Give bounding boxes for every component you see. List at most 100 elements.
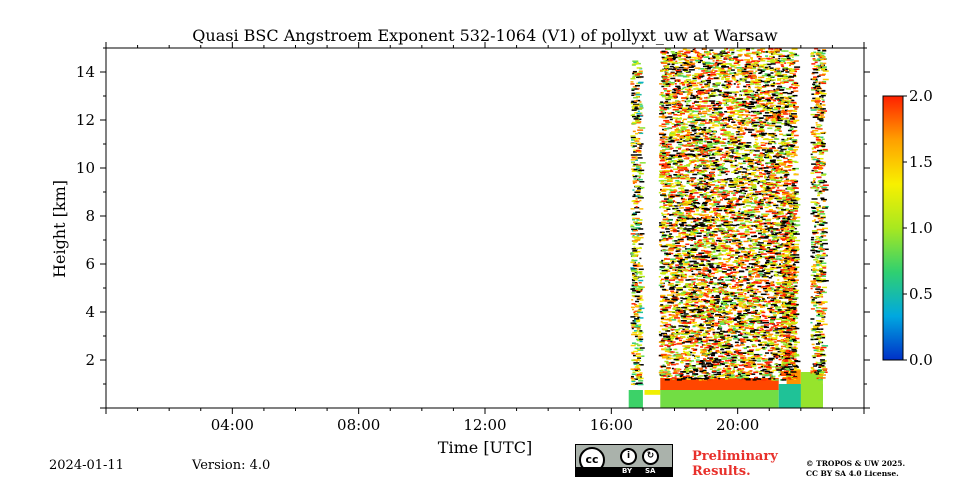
heatmap-pixel	[787, 359, 792, 361]
heatmap-pixel	[665, 66, 670, 69]
heatmap-pixel	[776, 50, 781, 52]
heatmap-pixel	[781, 50, 786, 52]
heatmap-pixel	[729, 375, 734, 378]
heatmap-pixel	[779, 145, 783, 148]
heatmap-pixel	[679, 374, 684, 376]
heatmap-pixel	[734, 344, 740, 347]
heatmap-pixel	[718, 277, 722, 280]
heatmap-pixel	[758, 266, 764, 269]
heatmap-pixel	[706, 108, 710, 111]
heatmap-pixel	[718, 111, 723, 114]
heatmap-pixel	[660, 61, 666, 63]
heatmap-pixel	[751, 64, 756, 66]
heatmap-pixel	[672, 56, 677, 58]
heatmap-pixel	[792, 168, 796, 170]
heatmap-pixel	[702, 274, 708, 277]
heatmap-pixel	[791, 132, 795, 134]
heatmap-pixel	[679, 281, 684, 283]
heatmap-pixel	[717, 342, 724, 344]
heatmap-pixel	[712, 346, 715, 349]
heatmap-pixel	[700, 151, 704, 154]
heatmap-pixel	[702, 63, 706, 65]
heatmap-pixel	[683, 303, 687, 305]
heatmap-pixel	[748, 74, 751, 77]
heatmap-pixel	[682, 87, 685, 90]
heatmap-pixel	[790, 149, 795, 151]
heatmap-pixel	[742, 100, 747, 103]
heatmap-pixel	[733, 366, 738, 369]
heatmap-pixel	[780, 272, 786, 274]
heatmap-pixel	[774, 270, 778, 273]
heatmap-pixel	[712, 308, 717, 310]
heatmap-pixel	[778, 62, 784, 64]
heatmap-pixel	[762, 348, 766, 350]
heatmap-pixel	[661, 56, 665, 59]
heatmap-pixel	[698, 171, 705, 174]
heatmap-pixel	[664, 347, 667, 349]
heatmap-pixel	[705, 194, 709, 197]
heatmap-pixel	[793, 267, 798, 270]
heatmap-pixel	[718, 262, 724, 264]
heatmap-pixel	[668, 281, 671, 284]
heatmap-pixel	[696, 297, 699, 300]
heatmap-pixel	[688, 295, 694, 298]
heatmap-pixel	[667, 116, 673, 118]
heatmap-pixel	[788, 76, 794, 78]
heatmap-pixel	[706, 293, 710, 295]
heatmap-pixel	[772, 113, 777, 115]
heatmap-pixel	[683, 313, 689, 315]
heatmap-pixel	[791, 183, 795, 185]
heatmap-pixel	[712, 55, 718, 57]
heatmap-pixel	[696, 240, 701, 243]
heatmap-pixel	[723, 337, 729, 340]
heatmap-pixel	[663, 88, 668, 90]
heatmap-pixel	[734, 95, 737, 97]
heatmap-pixel	[737, 339, 742, 341]
heatmap-pixel	[731, 274, 735, 277]
heatmap-pixel	[686, 339, 691, 341]
heatmap-pixel	[661, 143, 665, 145]
heatmap-pixel	[759, 172, 763, 174]
heatmap-pixel	[709, 126, 715, 129]
heatmap-pixel	[783, 75, 789, 78]
heatmap-pixel	[704, 51, 708, 53]
heatmap-pixel	[792, 84, 798, 86]
heatmap-pixel	[763, 85, 767, 87]
heatmap-pixel	[722, 291, 727, 293]
heatmap-pixel	[664, 116, 668, 119]
heatmap-pixel	[686, 131, 692, 134]
heatmap-pixel	[774, 324, 779, 327]
heatmap-pixel	[747, 267, 753, 269]
heatmap-pixel	[737, 371, 742, 374]
heatmap-pixel	[671, 361, 675, 364]
heatmap-pixel	[717, 228, 724, 231]
heatmap-pixel	[781, 243, 784, 245]
heatmap-pixel	[756, 227, 763, 230]
heatmap-pixel	[738, 180, 743, 183]
heatmap-pixel	[748, 271, 751, 273]
heatmap-pixel	[713, 310, 718, 312]
heatmap-pixel	[729, 283, 732, 286]
heatmap-pixel	[727, 108, 734, 110]
heatmap-pixel	[772, 90, 777, 93]
heatmap-pixel	[711, 243, 715, 246]
heatmap-pixel	[673, 325, 676, 327]
heatmap-pixel	[659, 282, 664, 284]
heatmap-pixel	[662, 135, 666, 137]
heatmap-pixel	[745, 110, 749, 112]
heatmap-pixel	[772, 353, 778, 356]
heatmap-pixel	[774, 328, 779, 330]
heatmap-pixel	[703, 246, 707, 249]
heatmap-pixel	[685, 59, 690, 62]
heatmap-pixel	[754, 298, 760, 300]
heatmap-pixel	[681, 166, 688, 169]
heatmap-pixel	[705, 71, 710, 73]
heatmap-pixel	[724, 291, 729, 293]
heatmap-pixel	[704, 68, 708, 71]
heatmap-pixel	[790, 155, 795, 158]
heatmap-pixel	[775, 213, 782, 215]
heatmap-pixel	[785, 353, 792, 356]
heatmap-pixel	[742, 331, 748, 334]
heatmap-pixel	[677, 258, 681, 261]
heatmap-pixel	[693, 213, 699, 216]
